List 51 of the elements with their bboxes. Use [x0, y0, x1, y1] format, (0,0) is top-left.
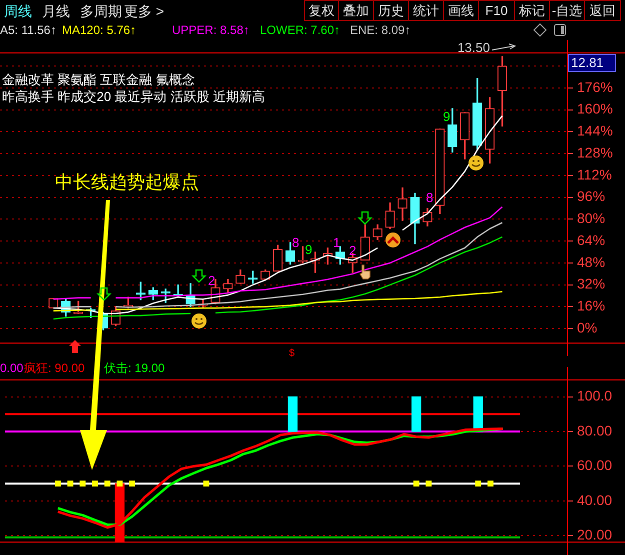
- text: 月线: [42, 3, 70, 20]
- annotation: 9: [305, 242, 312, 258]
- y-tick-label: 128%: [577, 144, 613, 160]
- annotation: 9: [443, 109, 450, 125]
- y-tick-label: 32%: [577, 276, 606, 292]
- text: $: [289, 347, 295, 360]
- text: ENE: 8.09↑: [350, 23, 411, 38]
- annotation: 昨高换手 昨成交20 最近异动 活跃股 近期新高: [2, 89, 265, 105]
- text: 画线: [443, 0, 479, 21]
- text: 周线: [4, 3, 32, 20]
- y-tick-label: 60.00: [577, 457, 612, 474]
- text: UPPER: 8.58↑: [172, 23, 250, 38]
- text: MA120: 5.76↑: [62, 23, 136, 38]
- text: 更多 >: [124, 3, 164, 20]
- annotation: 1: [333, 235, 340, 251]
- y-tick-label: 40.00: [577, 492, 612, 508]
- text: 多周期: [80, 3, 122, 20]
- y-tick-label: 144%: [577, 122, 613, 139]
- text: 0.00: [0, 361, 24, 376]
- y-tick-label: 100.0: [577, 388, 612, 404]
- y-tick-label: 16%: [577, 298, 606, 314]
- y-tick-label: 112%: [577, 166, 612, 182]
- y-tick-label: 48%: [577, 254, 606, 270]
- text: F10: [478, 0, 515, 21]
- annotation: 中长线趋势起爆点: [55, 172, 199, 193]
- annotation: 8: [426, 190, 434, 206]
- text: 标记: [514, 0, 550, 21]
- text: 复权: [304, 0, 339, 21]
- y-tick-label: 160%: [577, 100, 613, 117]
- text: 12.81: [568, 54, 616, 72]
- y-tick-label: 20.00: [577, 526, 612, 543]
- y-tick-label: 96%: [577, 188, 606, 204]
- text: 历史: [373, 0, 409, 21]
- annotation: 2: [349, 243, 356, 259]
- annotation: 金融改革 聚氨酯 互联金融 氟概念: [2, 72, 195, 88]
- y-tick-label: 80.00: [577, 422, 612, 438]
- y-tick-label: 176%: [577, 78, 613, 95]
- text: 疯狂: 90.00: [24, 361, 85, 376]
- text: -自选: [549, 0, 585, 21]
- y-tick-label: 80%: [577, 210, 606, 226]
- text: 伏击: 19.00: [104, 361, 165, 376]
- y-tick-label: 64%: [577, 232, 606, 248]
- text: 统计: [408, 0, 444, 21]
- annotation: 8: [292, 235, 300, 251]
- text: 叠加: [338, 0, 374, 21]
- annotation: 2: [208, 273, 216, 289]
- text: LOWER: 7.60↑: [260, 23, 340, 38]
- text: A5: 11.56↑: [0, 23, 56, 38]
- y-tick-label: 0%: [577, 319, 598, 336]
- text: 返回: [584, 0, 621, 21]
- annotation: 13.50: [457, 40, 490, 56]
